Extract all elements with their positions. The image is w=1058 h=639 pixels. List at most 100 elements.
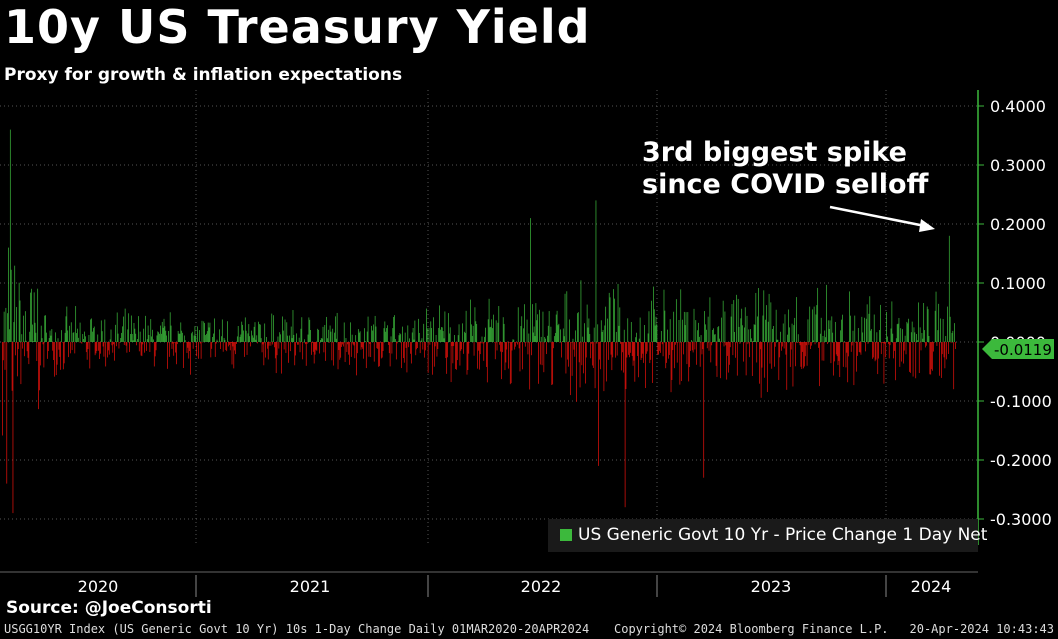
bar (230, 342, 232, 343)
bar (231, 342, 233, 365)
bar (586, 304, 588, 342)
bar (143, 328, 145, 342)
bar (31, 288, 32, 342)
chart-title: 10y US Treasury Yield (4, 0, 591, 54)
bar (123, 316, 124, 342)
bar (515, 342, 516, 347)
bar (501, 342, 503, 353)
bar (201, 320, 203, 342)
bar (696, 342, 698, 365)
bar (573, 342, 575, 350)
bar (928, 336, 930, 342)
bar (327, 329, 329, 342)
bar (897, 323, 899, 342)
bar (633, 342, 635, 361)
bar (679, 342, 681, 385)
bar (126, 342, 128, 353)
bar (690, 342, 691, 351)
bar (457, 335, 459, 342)
bar (685, 312, 687, 342)
bar (34, 322, 36, 342)
bar (81, 342, 83, 344)
x-tick-label: 2023 (751, 577, 792, 596)
bar (255, 339, 257, 342)
bar (193, 335, 195, 342)
bar (100, 342, 101, 354)
bar (33, 292, 35, 342)
bar (91, 318, 92, 342)
bar (305, 342, 307, 366)
bar (102, 342, 104, 347)
bar (852, 330, 854, 342)
bar (2, 342, 3, 436)
bar (42, 342, 44, 345)
bar (802, 342, 804, 352)
bar (705, 324, 706, 342)
bar (783, 342, 785, 349)
bar (943, 342, 945, 358)
bar (335, 338, 337, 342)
bar (933, 341, 935, 343)
bar (722, 300, 724, 342)
bar (600, 342, 601, 370)
bar (663, 289, 665, 342)
bar (7, 313, 9, 342)
bar (464, 332, 466, 342)
bar (644, 325, 645, 342)
bar (268, 342, 270, 346)
bar (125, 342, 127, 346)
bar (70, 342, 71, 354)
bar (827, 320, 829, 342)
bar (898, 317, 900, 342)
bar (342, 342, 344, 347)
bar (300, 328, 302, 342)
bar (814, 342, 816, 345)
bar (778, 342, 780, 380)
bar (401, 342, 402, 369)
bar (588, 318, 590, 342)
bar (294, 342, 296, 366)
bar (925, 342, 926, 348)
bar (317, 328, 319, 342)
bar (623, 329, 625, 342)
bar (520, 326, 522, 342)
bar (834, 321, 836, 342)
bar (770, 302, 772, 342)
bar (753, 324, 755, 342)
bar (929, 342, 931, 375)
bar (860, 342, 862, 355)
bar (441, 327, 442, 342)
bar (547, 325, 549, 342)
bar (819, 333, 821, 342)
bar (865, 342, 866, 352)
bar (419, 342, 421, 354)
bar (918, 302, 919, 342)
bar (797, 334, 799, 342)
bar (829, 320, 831, 342)
bar (146, 339, 148, 342)
bar (607, 342, 609, 360)
bar (62, 342, 63, 343)
bar (413, 339, 415, 342)
bar (908, 318, 910, 342)
bar (123, 342, 125, 345)
bar (218, 342, 220, 343)
bar (604, 325, 606, 342)
bar (266, 337, 267, 342)
bar (744, 327, 745, 342)
bar (466, 342, 468, 375)
bar (666, 342, 667, 363)
bar (76, 333, 77, 342)
bar (668, 342, 670, 355)
bar (242, 324, 243, 342)
bar (30, 292, 31, 342)
bar (731, 304, 733, 342)
bar (693, 308, 695, 342)
bar (541, 342, 543, 366)
bar (395, 342, 397, 360)
bar (841, 319, 842, 342)
bar (546, 342, 547, 355)
bar (627, 318, 629, 342)
bar (544, 337, 546, 342)
bar (324, 325, 326, 342)
